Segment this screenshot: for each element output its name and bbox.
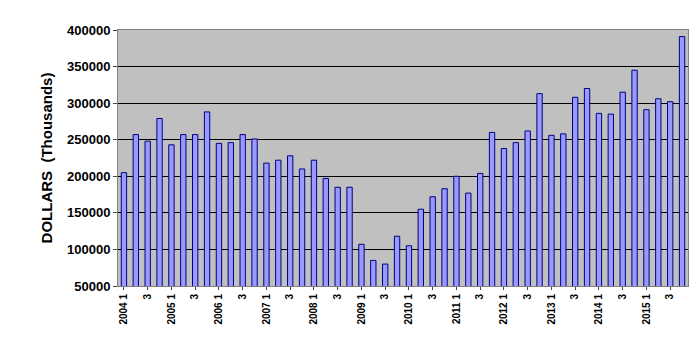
svg-text:2015 1: 2015 1 [641, 294, 652, 325]
svg-text:50000: 50000 [74, 279, 110, 294]
svg-text:2010 1: 2010 1 [403, 294, 414, 325]
svg-text:2006 1: 2006 1 [213, 294, 224, 325]
svg-text:3: 3 [142, 294, 153, 300]
svg-text:100000: 100000 [67, 242, 110, 257]
svg-text:300000: 300000 [67, 96, 110, 111]
svg-text:3: 3 [284, 294, 295, 300]
svg-text:2014 1: 2014 1 [593, 294, 604, 325]
svg-text:2007 1: 2007 1 [261, 294, 272, 325]
svg-text:400000: 400000 [67, 23, 110, 38]
svg-text:3: 3 [522, 294, 533, 300]
svg-text:3: 3 [617, 294, 628, 300]
svg-text:2011 1: 2011 1 [451, 294, 462, 324]
svg-text:3: 3 [332, 294, 343, 300]
svg-text:150000: 150000 [67, 205, 110, 220]
svg-text:2009 1: 2009 1 [356, 294, 367, 325]
svg-text:3: 3 [189, 294, 200, 300]
svg-text:2012 1: 2012 1 [498, 294, 509, 325]
svg-text:350000: 350000 [67, 59, 110, 74]
svg-text:200000: 200000 [67, 169, 110, 184]
svg-text:2013 1: 2013 1 [546, 294, 557, 325]
svg-text:2004 1: 2004 1 [118, 294, 129, 325]
svg-text:3: 3 [237, 294, 248, 300]
svg-text:3: 3 [474, 294, 485, 300]
svg-text:3: 3 [427, 294, 438, 300]
svg-text:DOLLARS (Thousands): DOLLARS (Thousands) [38, 73, 55, 244]
svg-text:250000: 250000 [67, 132, 110, 147]
svg-text:3: 3 [569, 294, 580, 300]
svg-text:3: 3 [379, 294, 390, 300]
svg-text:3: 3 [664, 294, 675, 300]
svg-text:2008 1: 2008 1 [308, 294, 319, 325]
svg-text:2005 1: 2005 1 [166, 294, 177, 325]
